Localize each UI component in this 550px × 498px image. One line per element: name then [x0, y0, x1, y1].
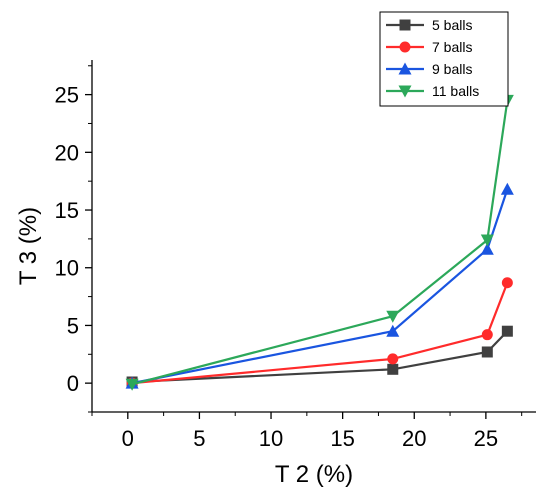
- legend-label: 9 balls: [432, 61, 472, 77]
- series-line: [131, 100, 509, 386]
- y-tick-label: 0: [67, 371, 79, 396]
- legend-item: 11 balls: [386, 83, 479, 99]
- legend-item: 5 balls: [386, 17, 472, 33]
- x-tick-label: 20: [402, 426, 426, 451]
- data-point: [501, 325, 513, 337]
- legend: 5 balls 7 balls 9 balls 11 balls: [379, 11, 509, 107]
- legend-label: 5 balls: [432, 17, 472, 33]
- series-line: [132, 330, 509, 384]
- data-point: [387, 363, 399, 375]
- data-point: [481, 346, 493, 358]
- data-point: [387, 353, 399, 365]
- y-tick-label: 15: [55, 198, 79, 223]
- series-line: [131, 188, 509, 385]
- data-point: [500, 182, 514, 195]
- y-tick-label: 20: [55, 140, 79, 165]
- legend-marker: [398, 62, 412, 75]
- axes: [91, 60, 536, 413]
- legend-marker: [399, 41, 411, 53]
- data-point: [386, 310, 400, 323]
- x-tick-label: 10: [259, 426, 283, 451]
- legend-item: 9 balls: [386, 61, 472, 77]
- legend-marker: [399, 19, 411, 31]
- legend-marker: [398, 85, 412, 98]
- ticks: 0 5 10 15 20 25 0 5 10 15 20 25: [55, 65, 523, 451]
- legend-item: 7 balls: [386, 39, 472, 55]
- legend-label: 7 balls: [432, 39, 472, 55]
- data-point: [125, 378, 139, 391]
- series-layer: [125, 94, 514, 391]
- x-tick-label: 0: [122, 426, 134, 451]
- y-tick-label: 10: [55, 256, 79, 281]
- data-point: [481, 329, 493, 341]
- y-tick-label: 5: [67, 313, 79, 338]
- data-point: [386, 324, 400, 337]
- x-axis-title: T 2 (%): [275, 461, 353, 488]
- series-line: [132, 282, 509, 385]
- data-point: [480, 234, 494, 247]
- y-tick-label: 25: [55, 83, 79, 108]
- data-point: [501, 277, 513, 289]
- y-axis-title: T 3 (%): [15, 207, 42, 285]
- data-point: [480, 242, 494, 255]
- legend-label: 11 balls: [432, 83, 479, 99]
- x-tick-label: 15: [330, 426, 354, 451]
- x-tick-label: 25: [474, 426, 498, 451]
- x-tick-label: 5: [193, 426, 205, 451]
